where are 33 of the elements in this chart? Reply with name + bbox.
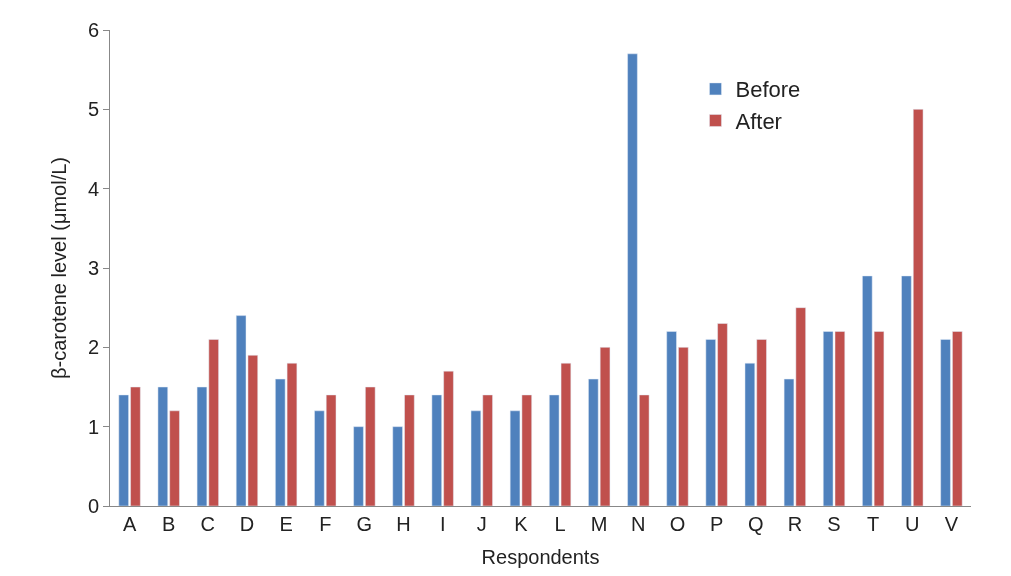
x-tick-label: L [554, 513, 566, 535]
x-tick-label: O [669, 513, 686, 535]
x-tick-label: A [122, 513, 137, 535]
legend-label: Before [735, 77, 801, 103]
y-tick-label: 0 [87, 495, 99, 517]
x-tick-label: N [631, 513, 646, 535]
x-tick-label: S [827, 513, 841, 535]
y-tick-label: 5 [87, 98, 99, 121]
x-tick-label: H [396, 513, 411, 535]
x-tick-label: T [867, 513, 880, 535]
x-axis-title: Respondents [481, 545, 600, 568]
x-tick-label: I [439, 513, 446, 535]
x-tick-label: J [476, 513, 487, 535]
y-tick-label: 2 [87, 336, 99, 359]
legend-label: After [735, 109, 782, 135]
x-tick-label: V [944, 513, 959, 535]
x-tick-label: P [709, 513, 724, 535]
x-tick-label: G [356, 513, 373, 535]
x-tick-label: F [319, 513, 332, 535]
x-tick-label: Q [747, 513, 764, 535]
x-tick-label: B [162, 513, 176, 535]
x-tick-label: D [239, 513, 255, 535]
x-tick-label: U [905, 513, 920, 535]
x-tick-label: R [787, 513, 803, 535]
y-tick-label: 6 [87, 19, 99, 41]
y-tick-label: 3 [87, 257, 99, 279]
y-tick-label: 4 [87, 177, 99, 200]
y-tick-label: 1 [87, 415, 99, 438]
y-axis-title: β-carotene level (μmol/L) [48, 157, 71, 379]
x-tick-label: M [590, 513, 608, 535]
x-tick-label: E [279, 513, 293, 535]
x-tick-label: C [200, 513, 216, 535]
x-tick-label: K [514, 513, 529, 535]
